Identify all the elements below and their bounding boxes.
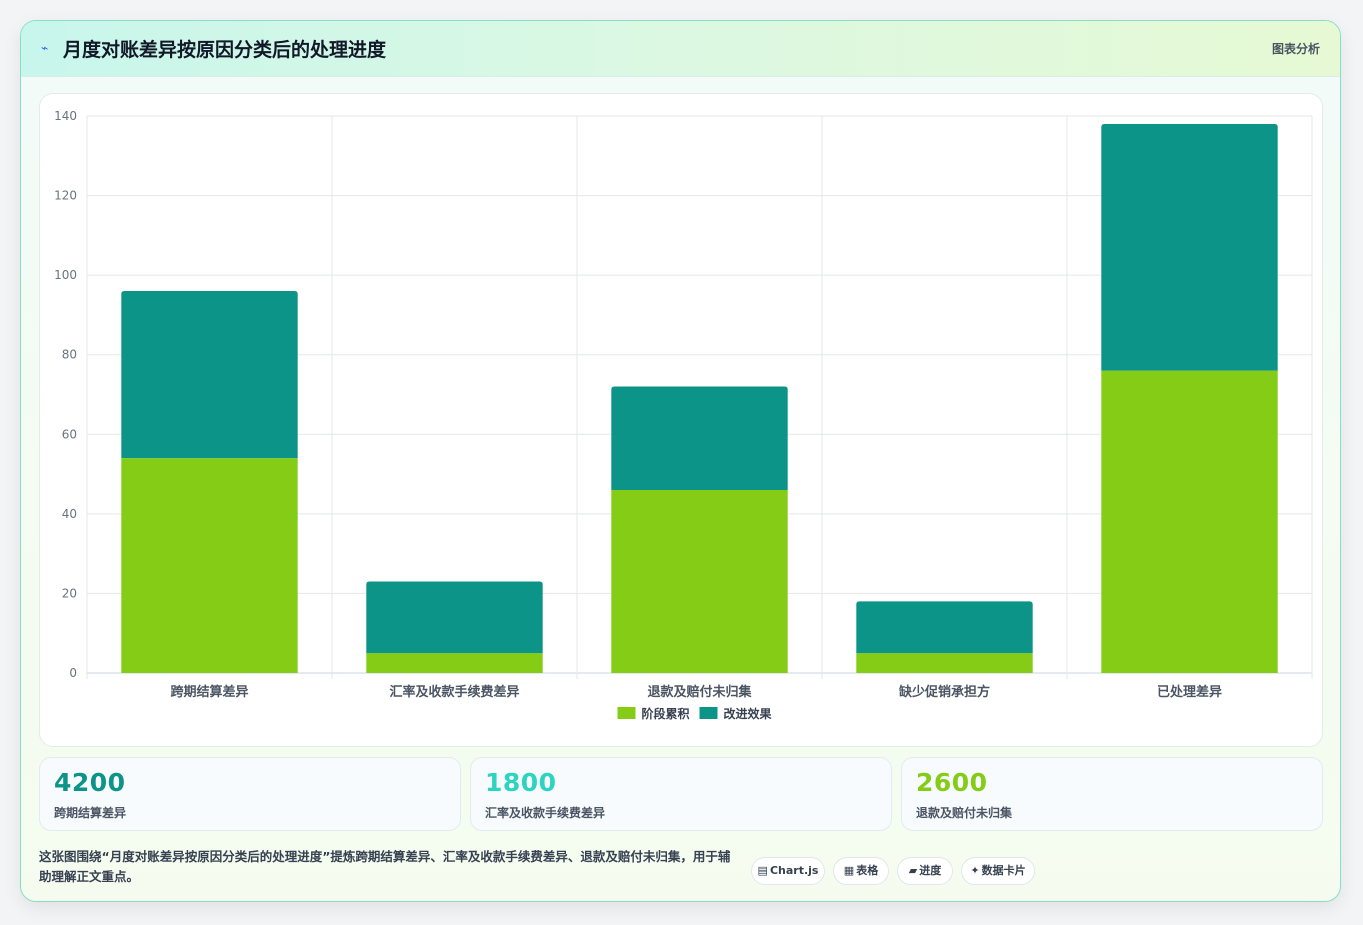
x-tick-label: 汇率及收款手续费差异: [389, 684, 519, 700]
x-tick-label: 跨期结算差异: [170, 684, 248, 700]
bar-segment: [1101, 124, 1277, 371]
stat-value: 4200: [54, 768, 126, 797]
stat-card: 1800 汇率及收款手续费差异: [470, 757, 892, 831]
page-title: 月度对账差异按原因分类后的处理进度: [63, 35, 386, 62]
sparkle-icon: ✦: [970, 864, 979, 877]
stat-card: 4200 跨期结算差异: [39, 757, 461, 831]
chip-label: 表格: [856, 864, 878, 877]
chart-card: ⌁ 月度对账差异按原因分类后的处理进度 图表分析 0 20 40 60 80 100 120…: [20, 20, 1341, 902]
chart-description: 这张图围绕“月度对账差异按原因分类后的处理进度”提炼跨期结算差异、汇率及收款手续…: [39, 847, 739, 887]
chip-table[interactable]: ▦ 表格: [833, 857, 889, 885]
stat-label: 跨期结算差异: [54, 804, 126, 821]
chip-data-card[interactable]: ✦ 数据卡片: [961, 857, 1035, 885]
chip-chartjs[interactable]: ▤ Chart.js: [751, 857, 825, 885]
bar-segment: [366, 653, 542, 673]
progress-icon: ▰: [909, 864, 917, 877]
legend-swatch: [618, 707, 636, 719]
y-tick-label: 0: [69, 666, 77, 680]
x-tick-label: 已处理差异: [1157, 684, 1222, 700]
chart-panel: 0 20 40 60 80 100 120 140 跨期结算差异 汇率及收款手续费差异 退款及赔付未…: [39, 93, 1323, 747]
stat-value: 1800: [485, 768, 557, 797]
bar-segment: [121, 291, 297, 458]
bar-segment: [1101, 371, 1277, 673]
x-tick-label: 退款及赔付未归集: [647, 684, 752, 700]
stat-card: 2600 退款及赔付未归集: [901, 757, 1323, 831]
y-tick-label: 120: [54, 189, 77, 203]
chip-label: Chart.js: [770, 864, 819, 877]
bar-segment: [856, 601, 1032, 653]
stat-label: 退款及赔付未归集: [916, 804, 1012, 821]
y-tick-label: 80: [62, 348, 77, 362]
stacked-bar-chart: 0 20 40 60 80 100 120 140 跨期结算差异 汇率及收款手续费差异 退款及赔付未…: [40, 94, 1324, 748]
bar-segment: [611, 490, 787, 673]
x-tick-label: 缺少促销承担方: [898, 684, 990, 700]
stat-label: 汇率及收款手续费差异: [485, 804, 605, 821]
table-icon: ▦: [844, 864, 854, 877]
y-tick-label: 100: [54, 268, 77, 282]
legend-swatch: [700, 707, 718, 719]
card-header: ⌁ 月度对账差异按原因分类后的处理进度 图表分析: [21, 21, 1340, 77]
chip-progress[interactable]: ▰ 进度: [897, 857, 953, 885]
bar-segment: [856, 653, 1032, 673]
chart-spark-icon: ⌁: [41, 41, 55, 55]
chip-label: 进度: [919, 864, 941, 877]
y-tick-label: 20: [62, 586, 77, 600]
chip-label: 数据卡片: [982, 864, 1026, 877]
y-tick-label: 60: [62, 427, 77, 441]
stat-cards: 4200 跨期结算差异 1800 汇率及收款手续费差异 2600 退款及赔付未归…: [39, 757, 1323, 831]
legend-label: 阶段累积: [642, 706, 690, 721]
bar-segment: [366, 581, 542, 653]
bar-segment: [121, 458, 297, 673]
header-tag: 图表分析: [1272, 40, 1320, 57]
y-tick-label: 140: [54, 109, 77, 123]
legend-label: 改进效果: [724, 706, 772, 721]
stat-value: 2600: [916, 768, 988, 797]
chart-icon: ▤: [758, 864, 768, 877]
y-tick-label: 40: [62, 507, 77, 521]
bar-segment: [611, 387, 787, 490]
